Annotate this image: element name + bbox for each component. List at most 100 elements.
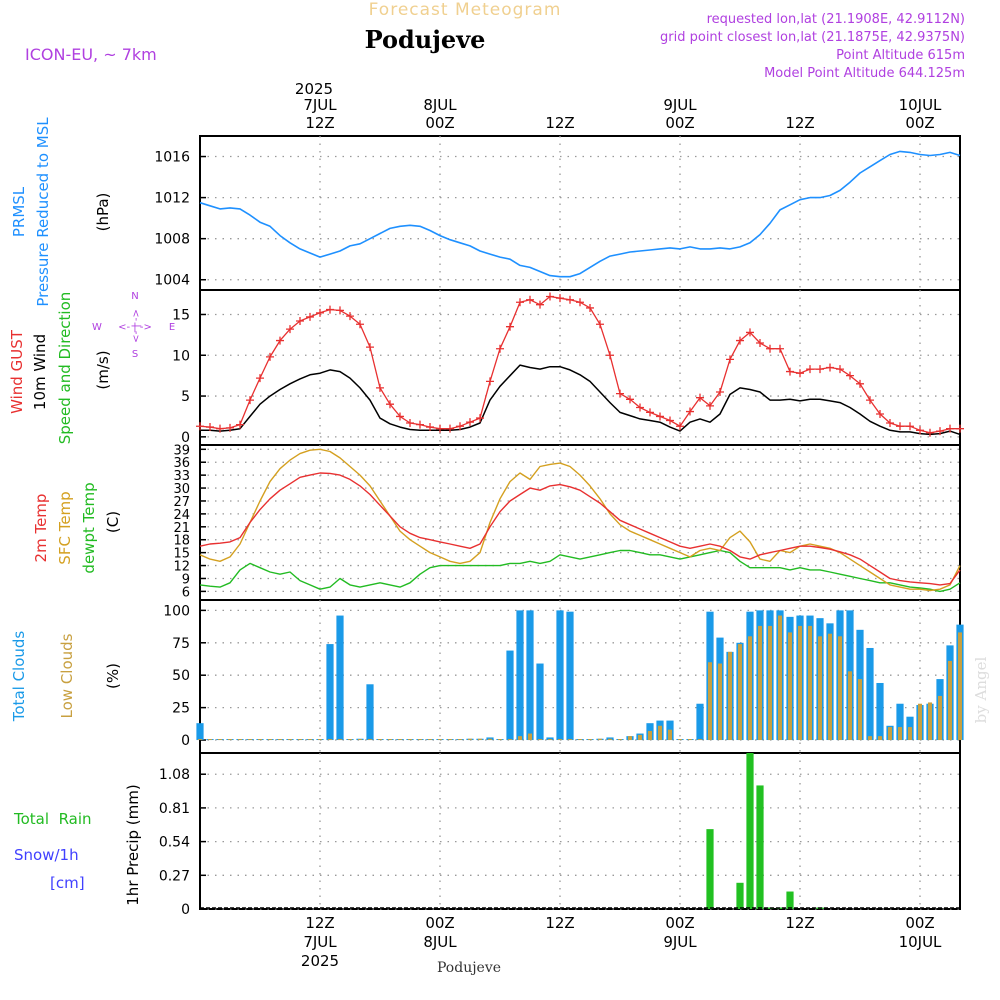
gust-marker: [926, 428, 934, 437]
y-tick-label: 1008: [154, 232, 190, 248]
y-tick-label: 75: [172, 636, 190, 652]
gust-marker: [836, 365, 844, 374]
top-date-label: 7JUL: [303, 96, 337, 114]
gust-marker: [706, 401, 714, 410]
low-cloud-bar: [617, 739, 623, 741]
wind-unit: (m/s): [94, 350, 112, 389]
total-cloud-bar: [866, 647, 874, 741]
low-cloud-bar: [507, 739, 513, 741]
low-cloud-bar: [567, 739, 573, 741]
wind10-label: 10m Wind: [31, 334, 49, 410]
requested-coords: requested lon,lat (21.1908E, 42.9112N): [707, 12, 965, 27]
gust-marker: [816, 365, 824, 374]
low-cloud-bar: [367, 739, 373, 741]
gust-marker: [516, 298, 524, 307]
prmsl-unit: (hPa): [94, 193, 112, 232]
rain-label: Total Rain: [13, 810, 92, 828]
bottom-year-label: 2025: [301, 952, 339, 970]
low-cloud-bar: [817, 636, 823, 741]
low-cloud-bar: [667, 729, 673, 741]
gust-marker: [286, 325, 294, 334]
total-cloud-bar: [196, 723, 204, 741]
low-cloud-bar: [777, 615, 783, 741]
low-cloud-bar: [347, 739, 353, 741]
low-cloud-bar: [897, 727, 903, 741]
gust-marker: [206, 423, 214, 432]
low-cloud-bar: [577, 739, 583, 741]
compass-w: W: [92, 322, 102, 333]
grid-coords: grid point closest lon,lat (21.1875E, 42…: [660, 30, 965, 45]
low-cloud-bar: [917, 703, 923, 741]
top-hour-label: 12Z: [785, 114, 814, 132]
gust-marker: [306, 312, 314, 321]
model-altitude: Model Point Altitude 644.125m: [764, 66, 965, 81]
top-hour-label: 12Z: [305, 114, 334, 132]
total-cloud-bar: [566, 611, 574, 741]
y-tick-label: 1004: [154, 273, 190, 289]
low-cloud-bar: [447, 739, 453, 741]
total-cloud-bar: [526, 610, 534, 741]
wind-panel: 0 5 10 15: [172, 289, 964, 446]
gust-marker: [256, 374, 264, 383]
gust-marker: [746, 328, 754, 337]
gust-marker: [906, 422, 914, 431]
y-tick-label: 15: [172, 307, 190, 323]
model-name: ICON-EU, ~ 7km: [25, 45, 157, 64]
low-cloud-bar: [907, 727, 913, 741]
y-tick-label: 6: [182, 585, 190, 600]
snow-unit: [cm]: [50, 874, 85, 892]
gust-marker: [936, 427, 944, 436]
low-cloud-bar: [637, 734, 643, 741]
gust-marker: [856, 379, 864, 388]
bottom-hour-label: 00Z: [665, 914, 694, 932]
gust-marker: [376, 383, 384, 392]
gust-marker: [416, 420, 424, 429]
low-cloud-bar: [717, 663, 723, 741]
bottom-hour-label: 00Z: [905, 914, 934, 932]
low-cloud-bar: [287, 739, 293, 741]
bottom-hour-label: 12Z: [305, 914, 334, 932]
location-title: Podujeve: [365, 25, 486, 54]
y-tick-label: 1.08: [159, 767, 190, 783]
gust-marker: [196, 422, 204, 431]
y-tick-label: 9: [182, 572, 190, 587]
gust-marker: [786, 367, 794, 376]
low-cloud-bar: [597, 738, 603, 741]
chart-title: Forecast Meteogram: [369, 0, 562, 20]
y-tick-label: 10: [172, 348, 190, 364]
low-cloud-bar: [837, 636, 843, 741]
gust-marker: [246, 396, 254, 405]
gust-marker: [346, 312, 354, 321]
gust-marker: [476, 414, 484, 423]
y-tick-label: 25: [172, 701, 190, 717]
compass-n: N: [131, 291, 138, 302]
y-tick-label: 1016: [154, 150, 190, 166]
y-tick-label: 0.27: [159, 868, 190, 884]
bottom-date-label: 8JUL: [423, 933, 457, 951]
footer-location: Podujeve: [437, 960, 501, 976]
gust-marker: [866, 396, 874, 405]
total-cloud-bar: [546, 737, 554, 741]
low-cloud-bar: [397, 739, 403, 741]
point-altitude: Point Altitude 615m: [836, 48, 965, 63]
y-tick-label: 50: [172, 668, 190, 684]
low-cloud-bar: [657, 725, 663, 741]
gust-marker: [426, 423, 434, 432]
panel-frame: [199, 752, 961, 910]
gust-marker: [216, 424, 224, 433]
rain-bar: [746, 753, 754, 909]
low-cloud-bar: [357, 739, 363, 741]
total-cloud-bar: [516, 610, 524, 741]
bottom-date-label: 9JUL: [663, 933, 697, 951]
total-cloud-bar: [696, 703, 704, 741]
low-cloud-bar: [217, 739, 223, 741]
bottom-hour-label: 12Z: [785, 914, 814, 932]
cloud-panel: 0 25 50 75 100: [163, 599, 964, 754]
bottom-date-label: 10JUL: [899, 933, 942, 951]
gust-marker: [626, 395, 634, 404]
low-cloud-bar: [927, 702, 933, 741]
top-hour-label: 00Z: [425, 114, 454, 132]
temp2m-label: 2m Temp: [32, 494, 50, 563]
